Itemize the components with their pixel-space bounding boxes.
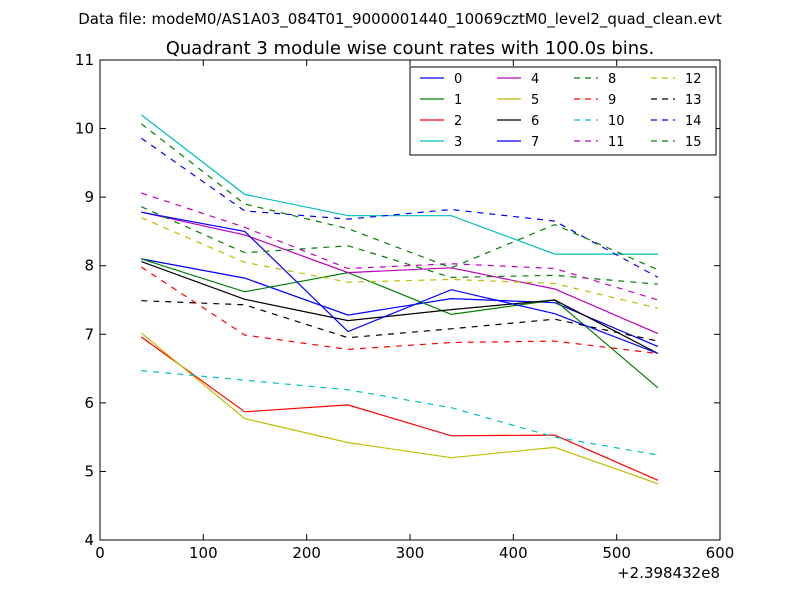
legend-box [409, 66, 717, 156]
legend-label-3: 3 [454, 135, 462, 150]
series-line-13 [141, 300, 659, 342]
y-tick-label: 11 [75, 51, 94, 69]
legend-label-12: 12 [685, 72, 702, 87]
legend-label-6: 6 [531, 114, 539, 129]
x-axis-offset-label: +2.398432e8 [617, 564, 720, 582]
x-tick-label: 400 [499, 544, 528, 562]
x-tick-label: 200 [292, 544, 321, 562]
series-line-7 [141, 211, 659, 355]
chart-title: Quadrant 3 module wise count rates with … [166, 38, 655, 59]
series-line-0 [141, 258, 659, 348]
legend-label-10: 10 [608, 114, 625, 129]
series-line-15 [140, 123, 659, 271]
y-tick-label: 6 [84, 394, 94, 412]
series-line-14 [140, 137, 659, 278]
x-tick-label: 0 [95, 544, 105, 562]
series-line-1 [141, 258, 659, 389]
y-tick-label: 7 [84, 325, 94, 343]
y-tick-label: 4 [84, 531, 94, 549]
legend-label-0: 0 [454, 72, 462, 87]
series-line-5 [140, 332, 659, 485]
x-tick-label: 100 [189, 544, 218, 562]
legend-label-4: 4 [531, 72, 539, 87]
x-tick-label: 300 [396, 544, 425, 562]
series-line-11 [141, 192, 659, 301]
y-tick-label: 8 [84, 257, 94, 275]
legend-label-14: 14 [685, 114, 702, 129]
series-line-3 [140, 114, 658, 255]
legend-label-1: 1 [454, 93, 462, 108]
series-line-2 [140, 336, 659, 481]
series-line-6 [141, 261, 659, 355]
series-line-8 [141, 206, 659, 285]
legend-label-9: 9 [608, 93, 616, 108]
y-tick-label: 9 [84, 188, 94, 206]
legend-label-15: 15 [685, 135, 702, 150]
y-tick-label: 5 [84, 462, 94, 480]
legend-label-13: 13 [685, 93, 702, 108]
legend-label-7: 7 [531, 135, 539, 150]
series-line-10 [141, 370, 659, 456]
legend-label-2: 2 [454, 114, 462, 129]
series-layer [140, 114, 659, 485]
legend-label-11: 11 [608, 135, 625, 150]
legend-label-8: 8 [608, 72, 616, 87]
x-tick-label: 600 [706, 544, 735, 562]
y-tick-label: 10 [75, 120, 94, 138]
series-line-9 [140, 266, 659, 355]
series-line-12 [141, 217, 659, 309]
series-line-4 [141, 211, 659, 335]
figure-suptitle: Data file: modeM0/AS1A03_084T01_90000014… [78, 10, 722, 29]
x-tick-label: 500 [602, 544, 631, 562]
legend-label-5: 5 [531, 93, 539, 108]
